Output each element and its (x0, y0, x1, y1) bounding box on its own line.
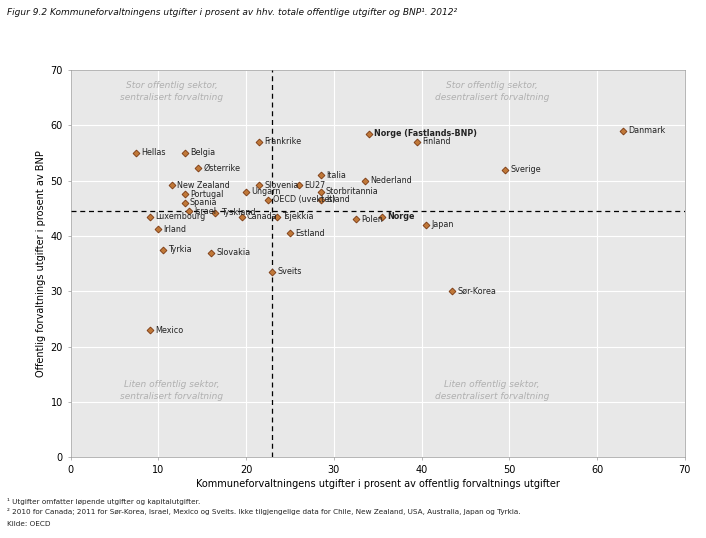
Text: Canada: Canada (247, 212, 277, 221)
Text: Japan: Japan (431, 221, 454, 229)
Text: Sveits: Sveits (277, 267, 302, 277)
Text: Island: Island (326, 195, 349, 204)
Text: Italia: Italia (326, 171, 346, 180)
X-axis label: Kommuneforvaltningens utgifter i prosent av offentlig forvaltnings utgifter: Kommuneforvaltningens utgifter i prosent… (196, 479, 560, 489)
Text: Tsjekkia: Tsjekkia (282, 212, 313, 221)
Text: Østerrike: Østerrike (203, 164, 240, 172)
Text: Ungarn: Ungarn (251, 187, 281, 196)
Text: Storbritannia: Storbritannia (326, 187, 378, 196)
Text: Liten offentlig sektor,
desentralisert forvaltning: Liten offentlig sektor, desentralisert f… (435, 380, 549, 401)
Text: Hellas: Hellas (142, 148, 166, 158)
Text: OECD (uvektet): OECD (uvektet) (273, 195, 336, 204)
Y-axis label: Offentlig forvaltnings utgifter i prosent av BNP: Offentlig forvaltnings utgifter i prosen… (37, 150, 47, 377)
Text: Belgia: Belgia (190, 148, 215, 158)
Text: Finland: Finland (422, 137, 451, 146)
Text: New Zealand: New Zealand (176, 181, 229, 189)
Text: Figur 9.2 Kommuneforvaltningens utgifter i prosent av hhv. totale offentlige utg: Figur 9.2 Kommuneforvaltningens utgifter… (7, 8, 457, 17)
Text: Norge (Fastlands-BNP): Norge (Fastlands-BNP) (374, 129, 477, 138)
Text: ² 2010 for Canada; 2011 for Sør-Korea, Israel, Mexico og Sveits. Ikke tilgjengel: ² 2010 for Canada; 2011 for Sør-Korea, I… (7, 508, 520, 515)
Text: Israel: Israel (194, 207, 216, 216)
Text: Slovenia: Slovenia (265, 181, 299, 189)
Text: Stor offentlig sektor,
desentralisert forvaltning: Stor offentlig sektor, desentralisert fo… (435, 81, 549, 102)
Text: Norge: Norge (388, 212, 415, 221)
Text: ¹ Utgifter omfatter løpende utgifter og kapitalutgifter.: ¹ Utgifter omfatter løpende utgifter og … (7, 498, 201, 505)
Text: Spania: Spania (190, 198, 217, 207)
Text: Sør-Korea: Sør-Korea (457, 287, 496, 296)
Text: Mexico: Mexico (155, 325, 183, 335)
Text: Slovakia: Slovakia (216, 248, 251, 257)
Text: Tyskland: Tyskland (221, 208, 255, 217)
Text: Nederland: Nederland (370, 176, 412, 185)
Text: Liten offentlig sektor,
sentralisert forvaltning: Liten offentlig sektor, sentralisert for… (120, 380, 223, 401)
Text: Kilde: OECD: Kilde: OECD (7, 521, 51, 527)
Text: Danmark: Danmark (628, 126, 666, 136)
Text: Portugal: Portugal (190, 190, 223, 199)
Text: Frankrike: Frankrike (265, 137, 301, 146)
Text: EU27: EU27 (304, 181, 325, 189)
Text: Sverige: Sverige (510, 165, 541, 174)
Text: Luxembourg: Luxembourg (155, 212, 205, 221)
Text: Irland: Irland (164, 225, 186, 234)
Text: Estland: Estland (295, 229, 325, 238)
Text: Polen: Polen (361, 215, 383, 224)
Text: Stor offentlig sektor,
sentralisert forvaltning: Stor offentlig sektor, sentralisert forv… (120, 81, 223, 102)
Text: Tyrkia: Tyrkia (168, 245, 191, 254)
